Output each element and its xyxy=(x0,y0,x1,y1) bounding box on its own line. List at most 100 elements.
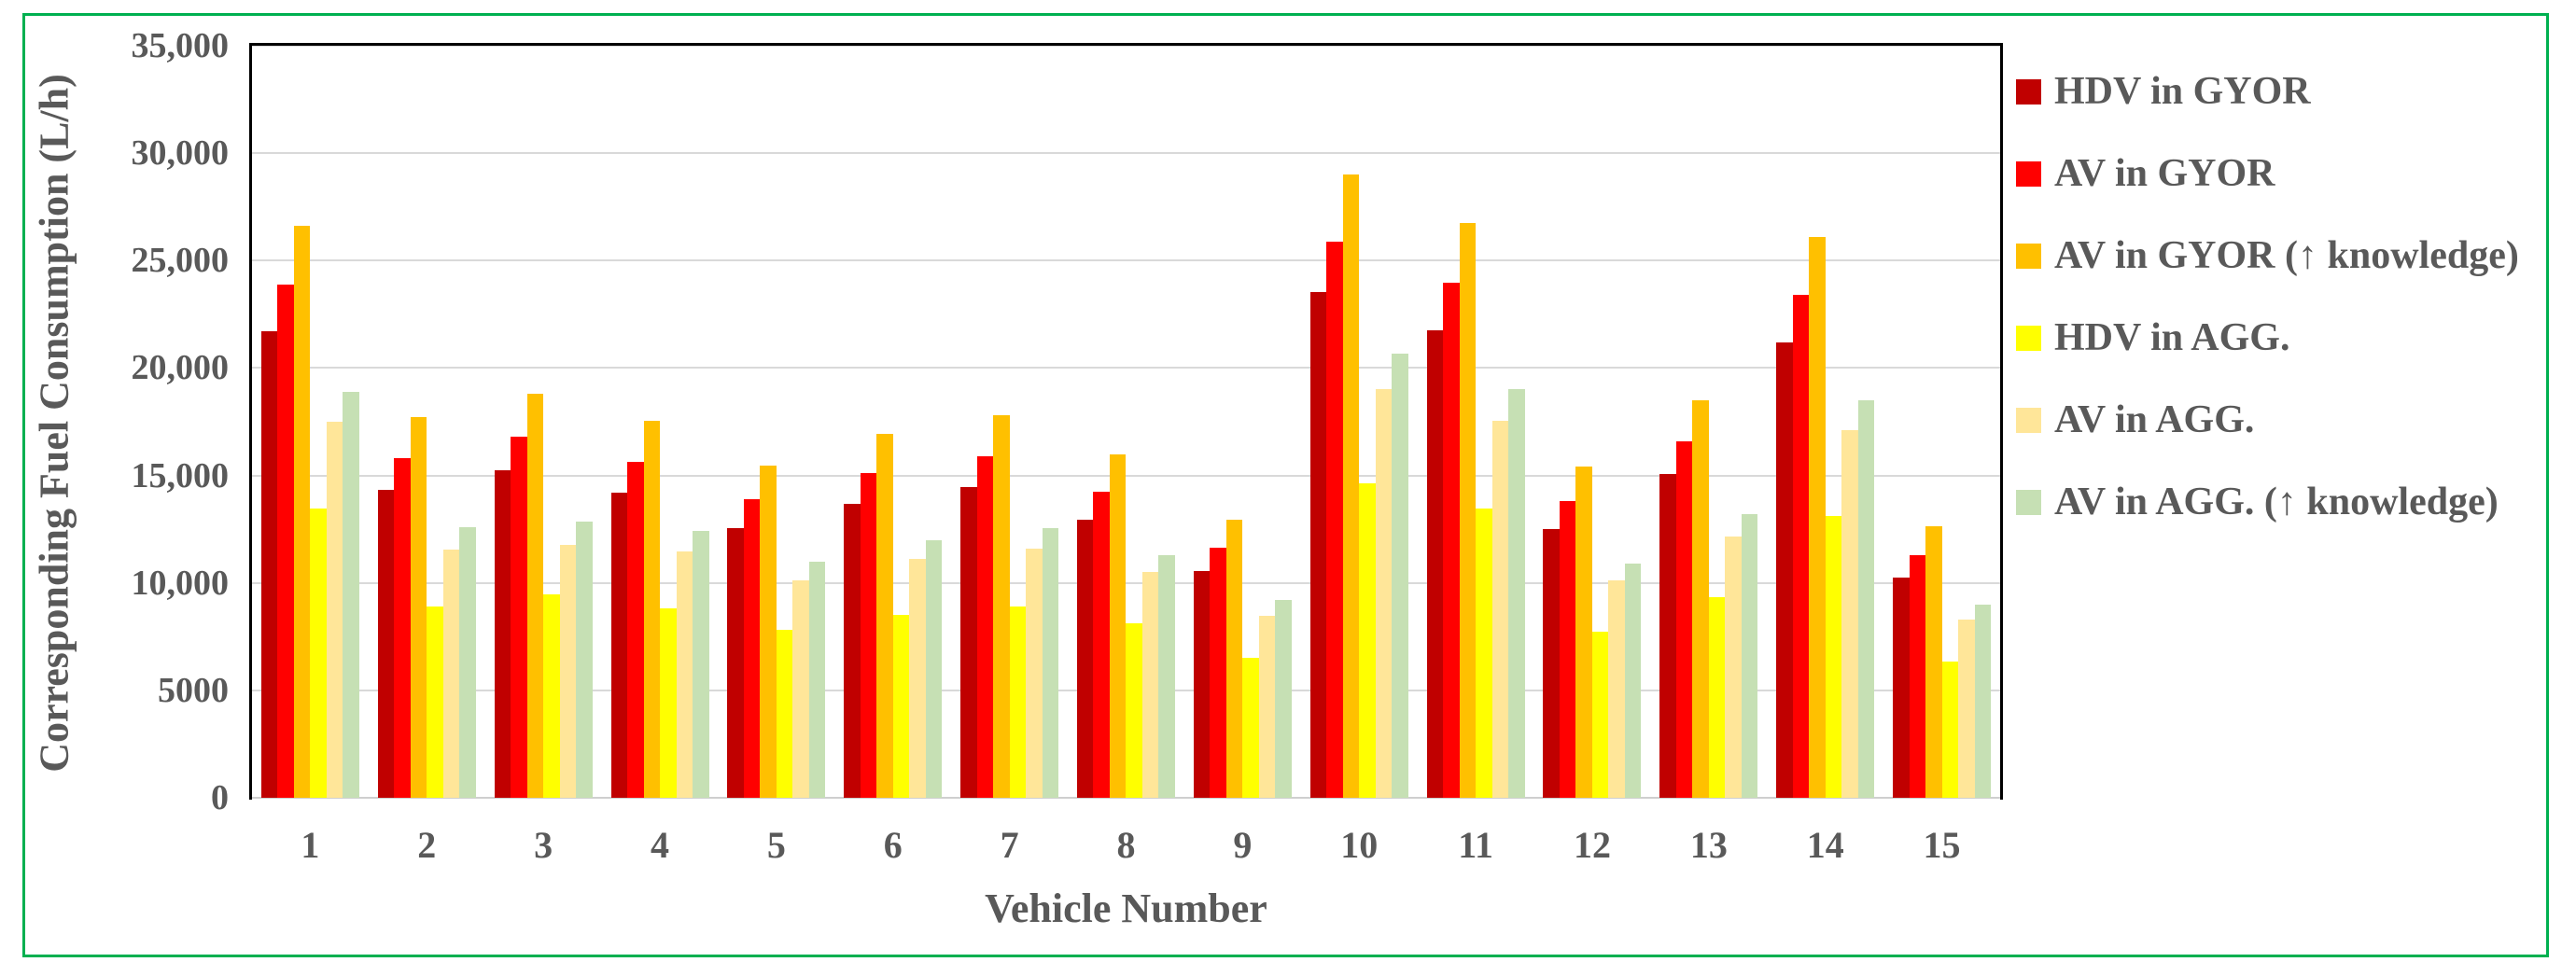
y-tick-label: 5000 xyxy=(158,670,229,710)
gridline xyxy=(252,581,2000,584)
bar-group xyxy=(369,46,485,798)
bar xyxy=(1491,421,1509,798)
bar-group xyxy=(1184,46,1301,798)
bar xyxy=(760,466,777,798)
bar xyxy=(1675,441,1693,798)
legend-label: AV in GYOR xyxy=(2054,152,2275,195)
bar xyxy=(1158,555,1175,798)
bar-group xyxy=(1767,46,1883,798)
plot-border-top xyxy=(252,43,2003,46)
bar-group xyxy=(485,46,602,798)
bar xyxy=(293,226,311,798)
x-tick-label: 11 xyxy=(1458,824,1493,866)
legend-item: HDV in AGG. xyxy=(2016,297,2519,379)
bar xyxy=(792,580,809,798)
bar xyxy=(976,456,994,798)
bar xyxy=(660,608,677,798)
x-tick-label: 5 xyxy=(766,824,786,866)
legend-item: HDV in GYOR xyxy=(2016,50,2519,132)
bar xyxy=(1126,623,1142,798)
bar xyxy=(1109,454,1127,798)
bar xyxy=(1857,400,1875,798)
bar xyxy=(1741,514,1758,798)
bar xyxy=(1708,597,1726,798)
legend-item: AV in AGG. (↑ knowledge) xyxy=(2016,461,2519,543)
legend-label: HDV in AGG. xyxy=(2054,316,2290,359)
bar xyxy=(1809,237,1826,798)
bar xyxy=(1776,342,1793,798)
bar-group xyxy=(252,46,369,798)
bar xyxy=(960,487,977,798)
bar xyxy=(693,531,709,798)
bar xyxy=(1508,389,1525,798)
bar xyxy=(1326,242,1343,798)
bar xyxy=(1392,354,1408,798)
x-tick-label: 14 xyxy=(1806,824,1844,866)
bar xyxy=(1974,605,1992,798)
bar xyxy=(676,551,693,798)
bar xyxy=(1575,467,1592,798)
gridline xyxy=(252,259,2000,262)
bar xyxy=(1725,537,1742,798)
bar xyxy=(1275,600,1292,798)
bar xyxy=(511,437,527,798)
bar xyxy=(860,473,877,798)
bar-group xyxy=(718,46,834,798)
bar-group xyxy=(1418,46,1534,798)
bar xyxy=(1093,492,1110,798)
y-tick-label: 25,000 xyxy=(131,241,230,281)
x-tick-label: 8 xyxy=(1116,824,1136,866)
bar xyxy=(1841,430,1858,798)
gridline xyxy=(252,367,2000,369)
legend-swatch xyxy=(2016,78,2041,105)
bar xyxy=(1624,564,1642,798)
bar xyxy=(1958,620,1975,798)
bar xyxy=(909,559,926,798)
bar xyxy=(326,422,343,798)
bar xyxy=(1009,607,1027,798)
bar xyxy=(1591,632,1609,798)
bar-group xyxy=(834,46,951,798)
bar xyxy=(1893,578,1910,798)
bar xyxy=(310,509,327,798)
bar xyxy=(543,594,560,798)
bar xyxy=(1375,389,1393,798)
bar xyxy=(427,607,443,798)
bar xyxy=(1026,549,1043,798)
bar xyxy=(526,394,544,798)
bar xyxy=(892,615,910,798)
bar-group xyxy=(1534,46,1651,798)
x-tick-label: 13 xyxy=(1689,824,1728,866)
legend-item: AV in GYOR (↑ knowledge) xyxy=(2016,215,2519,297)
bar xyxy=(576,522,593,798)
gridline xyxy=(252,152,2000,155)
bar xyxy=(1559,501,1576,798)
legend-label: AV in AGG. (↑ knowledge) xyxy=(2054,481,2499,523)
bar-group xyxy=(951,46,1068,798)
bar xyxy=(377,490,395,798)
y-tick-label: 10,000 xyxy=(131,563,230,603)
bar xyxy=(277,285,294,798)
legend-label: AV in AGG. xyxy=(2054,398,2255,441)
bar-group xyxy=(1650,46,1767,798)
bar xyxy=(1242,658,1259,798)
bar xyxy=(1941,662,1959,798)
legend-item: AV in GYOR xyxy=(2016,132,2519,215)
bar xyxy=(808,562,826,798)
bar xyxy=(844,504,861,798)
legend-swatch xyxy=(2016,160,2041,187)
bar xyxy=(559,545,577,798)
plot-border-right xyxy=(2000,43,2003,800)
x-tick-label: 6 xyxy=(883,824,903,866)
bar xyxy=(1459,223,1477,798)
legend-swatch xyxy=(2016,243,2041,269)
bar xyxy=(1193,571,1211,798)
bar xyxy=(1909,555,1926,798)
bar xyxy=(1692,400,1709,798)
bar xyxy=(410,417,427,798)
x-tick-label: 15 xyxy=(1923,824,1961,866)
x-tick-label: 3 xyxy=(534,824,553,866)
bar xyxy=(1659,474,1676,798)
bar xyxy=(727,528,744,798)
bar xyxy=(1925,526,1942,798)
